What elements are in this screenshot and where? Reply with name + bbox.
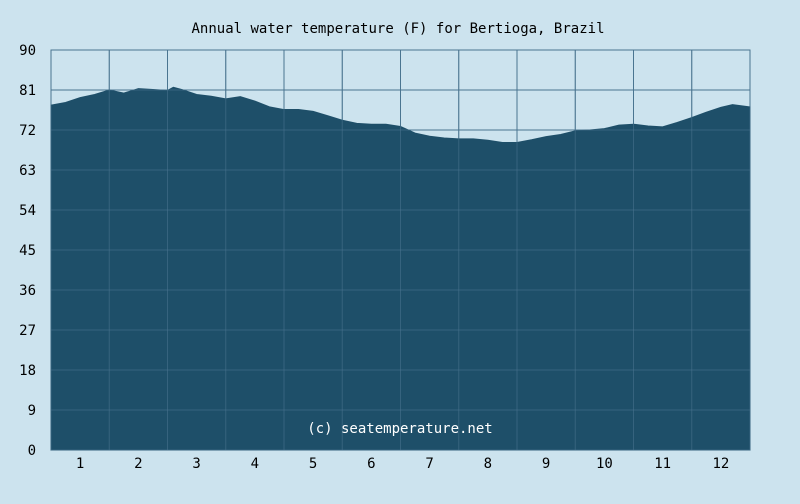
y-tick-label: 9	[28, 403, 36, 419]
y-tick-label: 54	[19, 203, 36, 219]
x-tick-label: 6	[367, 456, 375, 472]
y-tick-label: 45	[19, 243, 36, 259]
y-tick-label: 90	[19, 43, 36, 59]
y-tick-label: 63	[19, 163, 36, 179]
x-tick-label: 11	[654, 456, 671, 472]
chart-title: Annual water temperature (F) for Bertiog…	[191, 21, 604, 37]
x-tick-label: 2	[134, 456, 142, 472]
x-tick-label: 8	[484, 456, 492, 472]
x-tick-label: 4	[251, 456, 259, 472]
y-tick-label: 0	[28, 443, 36, 459]
y-tick-label: 27	[19, 323, 36, 339]
y-tick-label: 36	[19, 283, 36, 299]
x-tick-label: 10	[596, 456, 613, 472]
x-tick-label: 9	[542, 456, 550, 472]
x-tick-label: 7	[425, 456, 433, 472]
x-tick-label: 1	[76, 456, 84, 472]
y-tick-label: 72	[19, 123, 36, 139]
x-tick-label: 5	[309, 456, 317, 472]
x-tick-label: 3	[192, 456, 200, 472]
y-tick-label: 81	[19, 83, 36, 99]
y-tick-label: 18	[19, 363, 36, 379]
x-tick-label: 12	[712, 456, 729, 472]
watermark-text: (c) seatemperature.net	[307, 421, 492, 437]
